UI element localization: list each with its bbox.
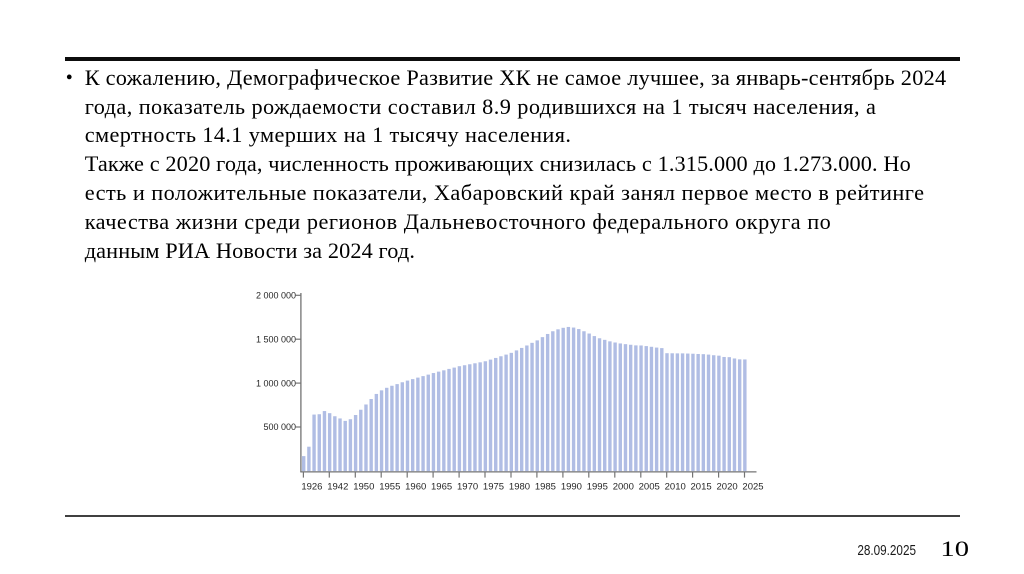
svg-text:1980: 1980 — [509, 482, 530, 493]
svg-text:2000: 2000 — [613, 482, 634, 493]
svg-text:1926: 1926 — [301, 482, 322, 493]
svg-text:500 000: 500 000 — [263, 422, 296, 432]
svg-text:2015: 2015 — [691, 482, 712, 493]
svg-text:1942: 1942 — [327, 482, 348, 493]
svg-text:2025: 2025 — [742, 482, 763, 493]
svg-text:1975: 1975 — [483, 482, 504, 493]
svg-text:1 500 000: 1 500 000 — [256, 334, 296, 344]
svg-text:2020: 2020 — [717, 482, 738, 493]
svg-text:1960: 1960 — [405, 482, 426, 493]
svg-text:1955: 1955 — [379, 482, 400, 493]
svg-text:2 000 000: 2 000 000 — [256, 291, 296, 301]
svg-text:1950: 1950 — [353, 482, 374, 493]
svg-text:1970: 1970 — [457, 482, 478, 493]
svg-text:1 000 000: 1 000 000 — [256, 378, 296, 388]
svg-text:1985: 1985 — [535, 482, 556, 493]
svg-text:1995: 1995 — [587, 482, 608, 493]
svg-text:2010: 2010 — [665, 482, 686, 493]
svg-text:1990: 1990 — [561, 482, 582, 493]
svg-text:2005: 2005 — [639, 482, 660, 493]
svg-text:1965: 1965 — [431, 482, 452, 493]
